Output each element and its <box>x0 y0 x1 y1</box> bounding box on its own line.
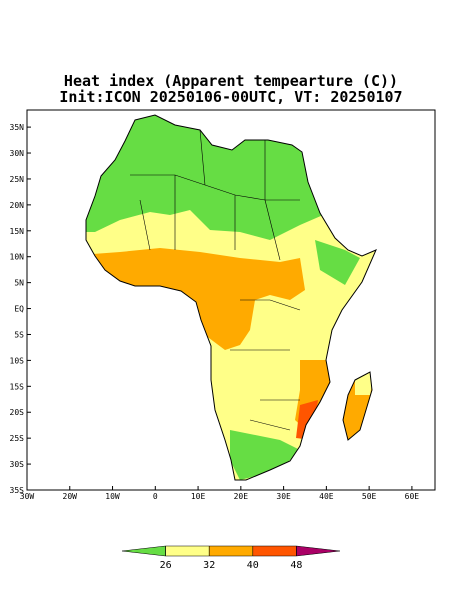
lat-label: 25N <box>10 175 25 184</box>
lat-label: 20N <box>10 201 25 210</box>
lat-label: 15N <box>10 227 25 236</box>
lat-label: 30N <box>10 149 25 158</box>
colorbar-label: 26 <box>160 560 172 571</box>
colorbar-segment <box>165 545 210 557</box>
lon-label: 50E <box>362 492 377 501</box>
lat-label: 30S <box>10 460 25 469</box>
lat-label: EQ <box>14 305 24 314</box>
borders <box>130 129 301 431</box>
colorbar-segment <box>296 545 341 557</box>
lon-label: 10E <box>191 492 206 501</box>
coastline <box>85 114 377 481</box>
colorbar-segment <box>121 545 166 557</box>
colorbar-label: 48 <box>290 560 302 571</box>
lat-label: 10N <box>10 253 25 262</box>
lon-label: 40E <box>319 492 334 501</box>
lat-label: 5S <box>14 330 24 339</box>
lon-label: 20E <box>234 492 249 501</box>
colorbar-label: 32 <box>203 560 215 571</box>
lon-label: 60E <box>405 492 420 501</box>
lon-label: 30E <box>276 492 291 501</box>
lat-label: 10S <box>10 356 25 365</box>
lon-label: 0 <box>153 492 158 501</box>
colorbar-segment <box>208 545 254 557</box>
lat-label: 5N <box>14 279 24 288</box>
lon-label: 20W <box>63 492 78 501</box>
colorbar-label: 40 <box>247 560 259 571</box>
colorbar-segment <box>252 545 297 557</box>
lon-label: 30W <box>20 492 35 501</box>
lon-label: 10W <box>105 492 120 501</box>
lat-label: 15S <box>10 382 25 391</box>
lat-label: 35S <box>10 486 25 495</box>
lat-label: 20S <box>10 408 25 417</box>
lat-label: 25S <box>10 434 25 443</box>
subtitle: Init:ICON 20250106-00UTC, VT: 20250107 <box>59 88 402 106</box>
lat-label: 35N <box>10 123 25 132</box>
title: Heat index (Apparent tempearture (C)) <box>64 72 398 90</box>
